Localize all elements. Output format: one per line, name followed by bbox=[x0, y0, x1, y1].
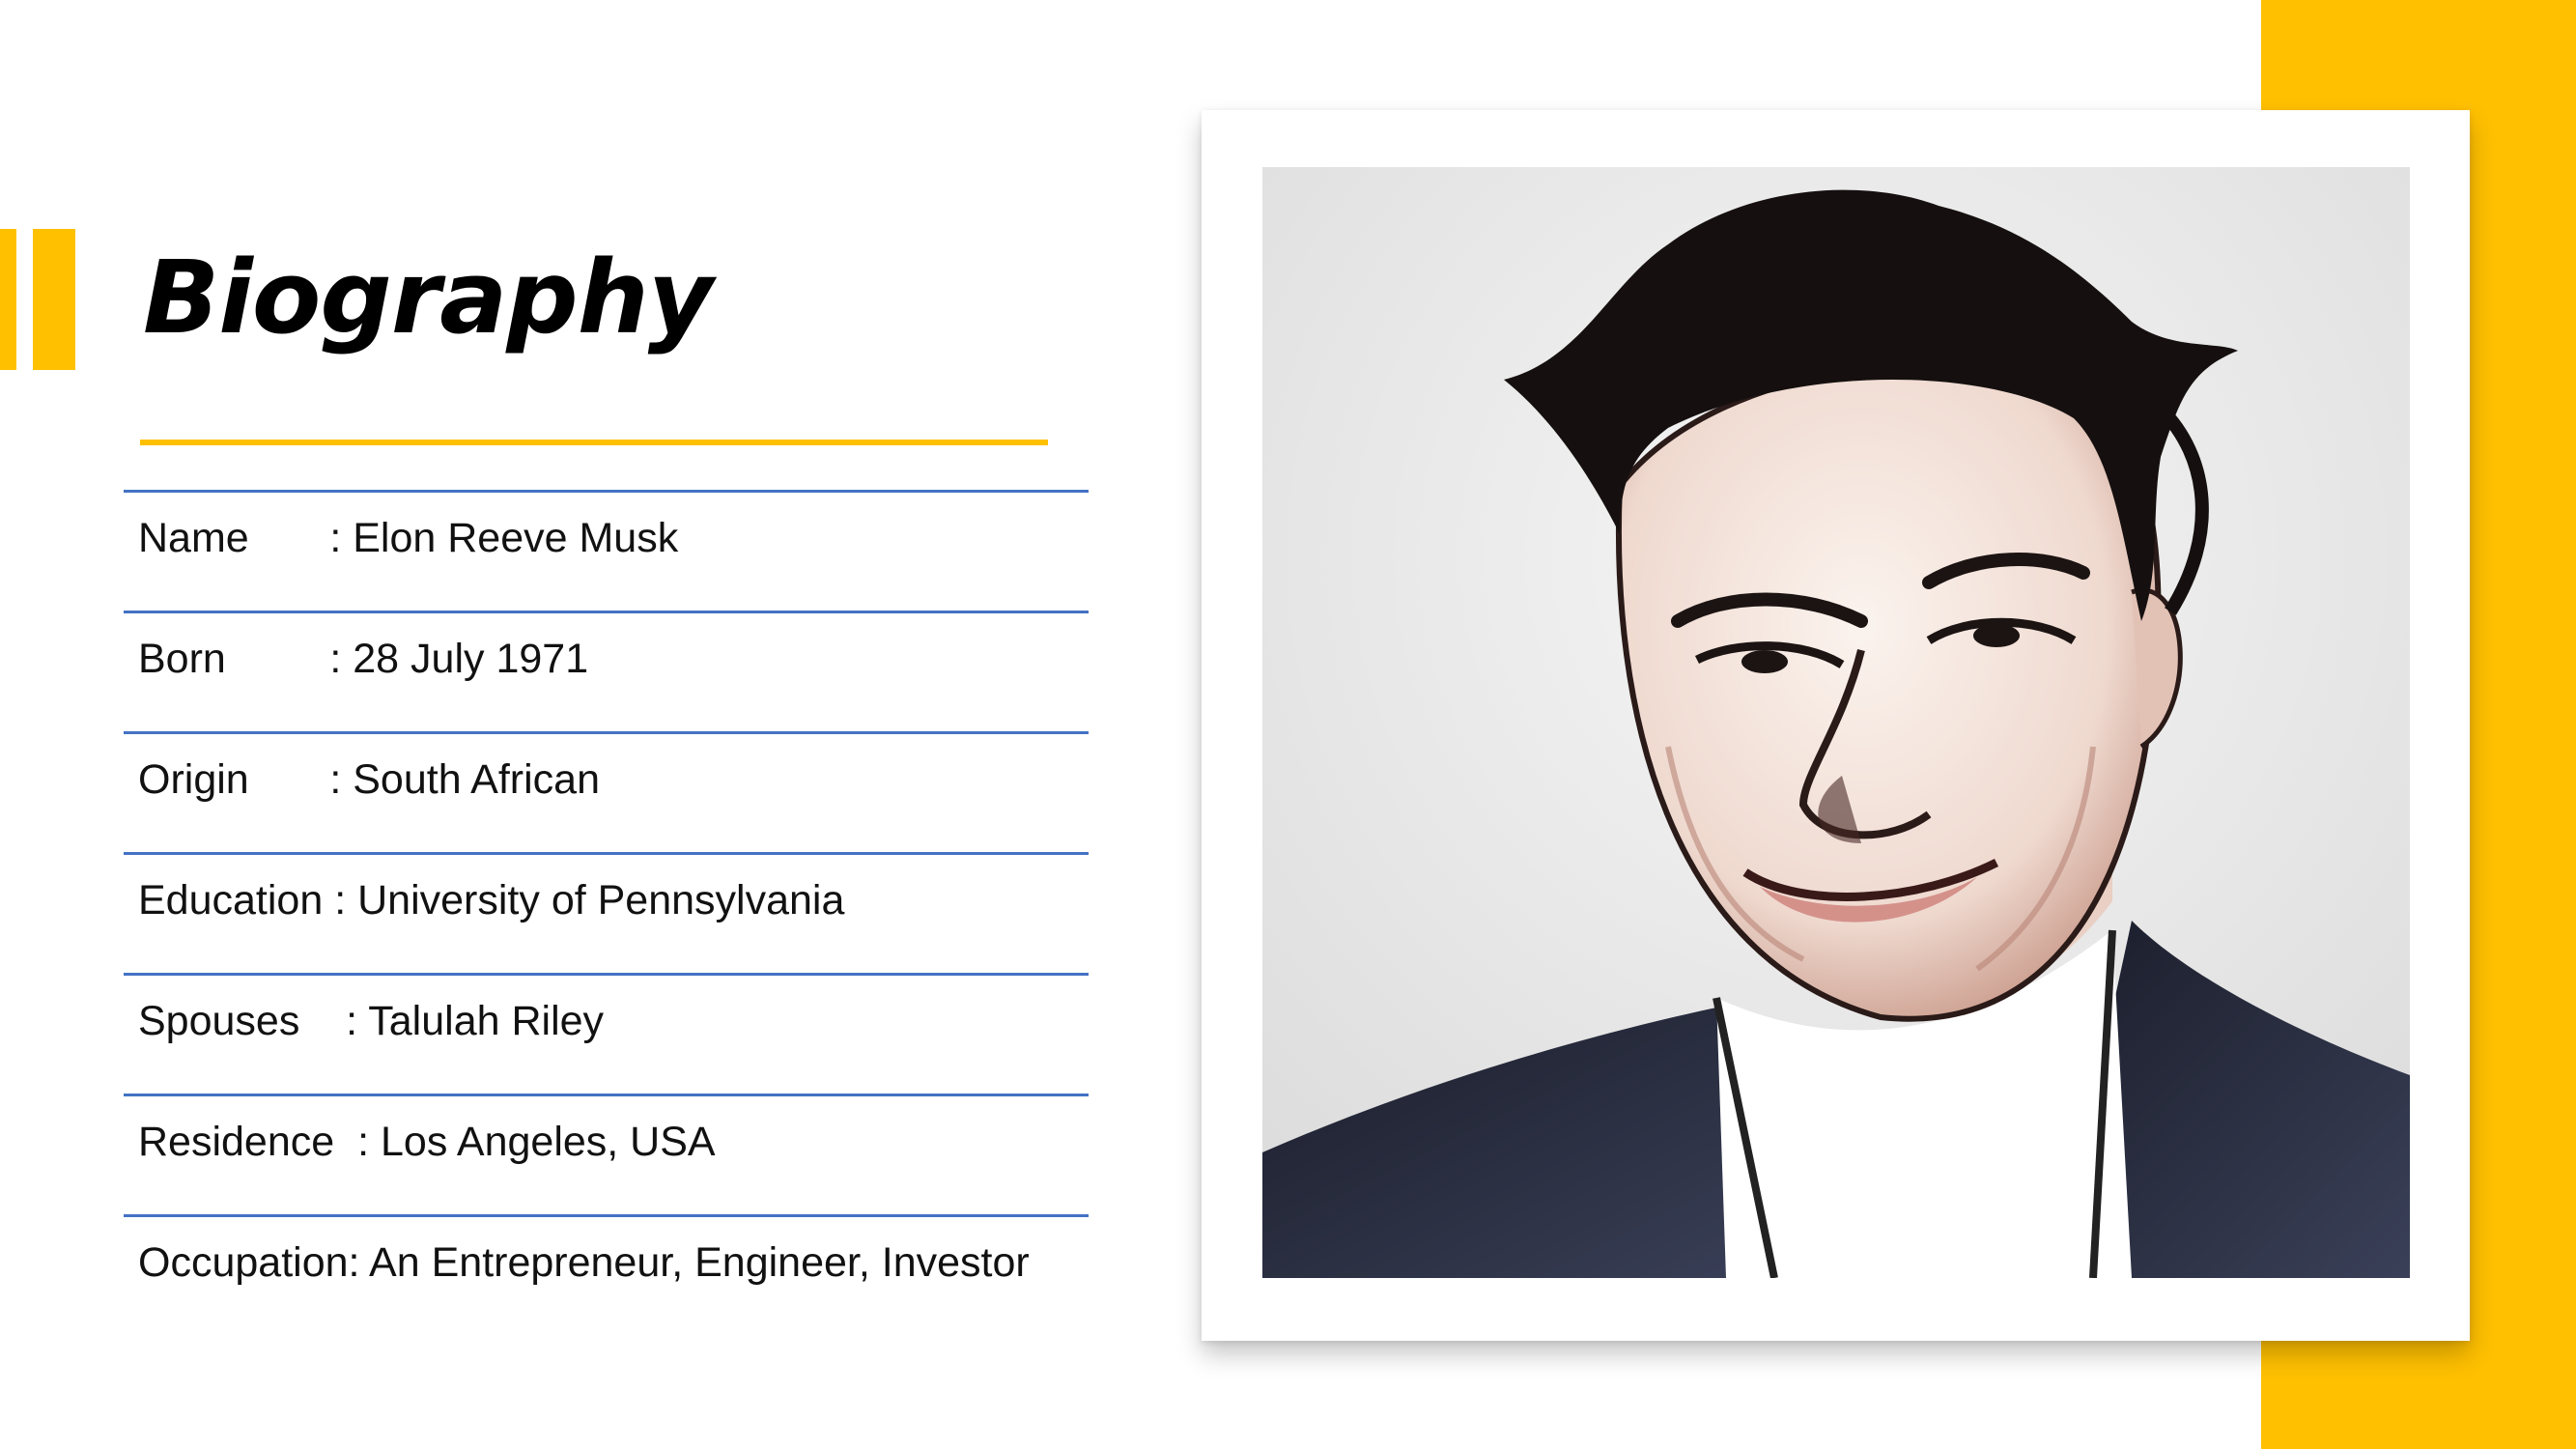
bio-gap bbox=[323, 877, 334, 923]
portrait-illustration bbox=[1262, 167, 2410, 1278]
bio-gap bbox=[226, 636, 330, 682]
bio-row-occupation: Occupation: An Entrepreneur, Engineer, I… bbox=[124, 1217, 1089, 1335]
bio-line: Name : Elon Reeve Musk bbox=[138, 509, 678, 567]
biography-table: Name : Elon Reeve Musk Born : 28 July 19… bbox=[124, 490, 1089, 1335]
photo-frame bbox=[1202, 110, 2470, 1341]
left-accent-bar-wide bbox=[33, 229, 75, 370]
bio-line: Education : University of Pennsylvania bbox=[138, 871, 844, 929]
left-accent-bar bbox=[0, 229, 16, 370]
bio-row-origin: Origin : South African bbox=[124, 734, 1089, 855]
bio-row-born: Born : 28 July 1971 bbox=[124, 613, 1089, 734]
bio-gap bbox=[299, 998, 346, 1044]
bio-value: : Elon Reeve Musk bbox=[329, 515, 679, 561]
bio-row-education: Education : University of Pennsylvania bbox=[124, 855, 1089, 976]
bio-row-spouses: Spouses : Talulah Riley bbox=[124, 976, 1089, 1096]
bio-label: Education bbox=[138, 877, 324, 923]
bio-line: Spouses : Talulah Riley bbox=[138, 992, 604, 1050]
bio-line: Born : 28 July 1971 bbox=[138, 630, 588, 688]
bio-label: Occupation bbox=[138, 1239, 349, 1286]
bio-gap bbox=[249, 515, 330, 561]
bio-gap bbox=[249, 756, 330, 803]
bio-row-name: Name : Elon Reeve Musk bbox=[124, 493, 1089, 613]
bio-line: Residence : Los Angeles, USA bbox=[138, 1113, 716, 1171]
bio-value: : Los Angeles, USA bbox=[357, 1119, 716, 1165]
title-underline bbox=[140, 440, 1048, 445]
bio-label: Spouses bbox=[138, 998, 300, 1044]
bio-label: Born bbox=[138, 636, 226, 682]
bio-value: : 28 July 1971 bbox=[329, 636, 589, 682]
bio-line: Occupation: An Entrepreneur, Engineer, I… bbox=[138, 1234, 1030, 1292]
slide-title: Biography bbox=[143, 239, 714, 356]
bio-label: Name bbox=[138, 515, 249, 561]
bio-value: : South African bbox=[329, 756, 601, 803]
bio-row-residence: Residence : Los Angeles, USA bbox=[124, 1096, 1089, 1217]
bio-line: Origin : South African bbox=[138, 751, 600, 809]
portrait-image bbox=[1262, 167, 2410, 1278]
bio-gap bbox=[334, 1119, 357, 1165]
bio-label: Origin bbox=[138, 756, 249, 803]
bio-label: Residence bbox=[138, 1119, 335, 1165]
bio-value: : Talulah Riley bbox=[346, 998, 605, 1044]
bio-value: : University of Pennsylvania bbox=[334, 877, 845, 923]
bio-value: : An Entrepreneur, Engineer, Investor bbox=[348, 1239, 1030, 1286]
